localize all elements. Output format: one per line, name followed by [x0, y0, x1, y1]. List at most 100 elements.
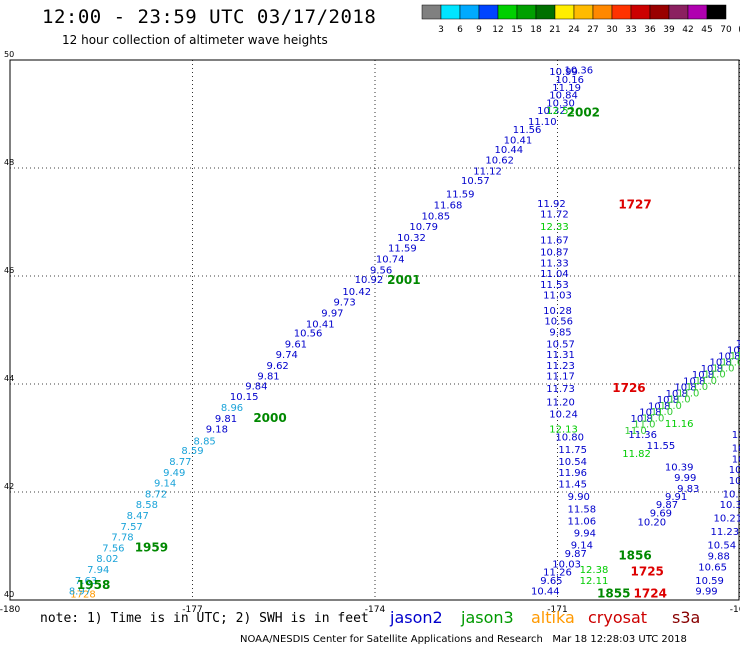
data-point-label: 11.58 — [568, 505, 597, 516]
data-point-label: 9.84 — [245, 381, 267, 392]
data-point-label: 8.85 — [194, 436, 216, 447]
data-point-label: 11.45 — [558, 480, 587, 491]
pass-time-label: 1724 — [634, 586, 667, 600]
data-point-label: 9.73 — [333, 298, 355, 309]
data-point-label: 9.83 — [677, 484, 699, 495]
legend-item-cryosat: cryosat — [588, 608, 648, 627]
colorbar-swatch — [497, 4, 518, 20]
overlap-track-mark: 11.0 — [633, 420, 655, 431]
data-point-label: 9.74 — [276, 350, 298, 361]
colorbar-label: 36 — [644, 25, 656, 35]
chart-subtitle: 12 hour collection of altimeter wave hei… — [62, 33, 328, 47]
data-point-label: 7.56 — [102, 543, 124, 554]
plot-frame — [9, 59, 740, 601]
pass-time-label: 2000 — [253, 411, 286, 425]
overlap-track-mark: 10.8 — [718, 351, 740, 362]
data-point-label: 9.69 — [650, 508, 672, 519]
data-point-label: 11.96 — [558, 468, 587, 479]
colorbar-swatch — [535, 4, 556, 20]
colorbar-label: 27 — [587, 25, 598, 35]
overlap-track-mark: 10.8 — [709, 358, 731, 369]
data-point-label: 10.62 — [485, 156, 514, 167]
data-point-label: 9.49 — [163, 468, 185, 479]
data-point-label: 10.28 — [543, 306, 572, 317]
data-point-label: 11.53 — [540, 280, 569, 291]
data-point-label: 10.20 — [637, 517, 666, 528]
overlap-track-mark: 11.0 — [642, 413, 664, 424]
data-point-label: 10.60 — [729, 476, 740, 487]
data-point-label: 11.06 — [568, 516, 597, 527]
colorbar-label: 9 — [476, 25, 482, 35]
data-point-label: 11.56 — [513, 125, 542, 136]
data-point-label: 11.19 — [552, 83, 581, 94]
data-point-label: 10.54 — [558, 457, 587, 468]
overlap-track-mark: 11.0 — [651, 407, 673, 418]
data-point-label: 10.79 — [409, 222, 438, 233]
colorbar-label: 12 — [492, 25, 503, 35]
colorbar-swatch — [573, 4, 594, 20]
overlap-track-mark: 10.8 — [692, 370, 714, 381]
pass-time-label: 1725 — [631, 565, 664, 579]
data-point-label: 9.99 — [695, 587, 717, 598]
footer-credits: NOAA/NESDIS Center for Satellite Applica… — [240, 634, 687, 645]
data-point-label: 11.92 — [537, 199, 566, 210]
colorbar-label: 45 — [701, 25, 712, 35]
data-point-label: 12.11 — [580, 576, 609, 587]
data-point-label: 9.18 — [206, 425, 228, 436]
data-point-label: 11.55 — [647, 441, 676, 452]
x-tick-label: -168 — [730, 605, 740, 615]
data-point-label: 9.81 — [257, 372, 279, 383]
data-point-label: 8.77 — [169, 457, 191, 468]
overlap-track-mark: 11.0 — [677, 388, 699, 399]
data-point-label: 8.47 — [127, 511, 149, 522]
chart-grid — [9, 59, 740, 601]
colorbar-label: 39 — [663, 25, 675, 35]
data-point-label: 10.59 — [695, 576, 724, 587]
data-point-label: 9.14 — [154, 479, 176, 490]
colorbar-swatch — [440, 4, 461, 20]
pass-time-label: 1856 — [618, 549, 651, 563]
data-point-label: 12.38 — [580, 565, 609, 576]
data-point-label: 11.75 — [558, 445, 587, 456]
data-point-label: 11.82 — [622, 449, 651, 460]
data-point-label: 11.67 — [540, 236, 569, 247]
data-point-label: 11.03 — [543, 291, 572, 302]
data-point-label: 10.99 — [549, 67, 578, 78]
data-point-label: 9.61 — [285, 339, 307, 350]
colorbar-label: 18 — [530, 25, 542, 35]
y-tick-label: 40 — [4, 590, 14, 599]
pass-time-label: 2002 — [567, 106, 600, 120]
data-point-label: 1728 — [70, 589, 95, 600]
data-point-label: 9.97 — [321, 309, 343, 320]
data-point-label: 10.16 — [555, 75, 584, 86]
data-point-label: 10.83 — [732, 444, 740, 455]
overlap-track-mark: 10.8 — [701, 364, 723, 375]
overlap-track-mark: 10.8 — [639, 408, 661, 419]
overlap-track-mark: 10.8 — [674, 383, 696, 394]
data-point-label: 11.73 — [546, 384, 575, 395]
data-point-label: 12.52 — [546, 106, 575, 117]
data-point-label: 9.88 — [708, 552, 730, 563]
pass-time-label: 1958 — [77, 578, 110, 592]
overlap-track-mark: 10.8 — [736, 339, 740, 350]
chart-title: 12:00 - 23:59 UTC 03/17/2018 — [42, 6, 377, 28]
data-point-label: 10.44 — [531, 587, 560, 598]
data-point-label: 9.91 — [665, 492, 687, 503]
legend-item-jason2: jason2 — [390, 608, 443, 627]
overlap-track-mark: 11.0 — [730, 351, 740, 362]
overlap-track-mark: 11.0 — [721, 357, 740, 368]
colorbar-swatch — [611, 4, 632, 20]
data-point-label: 10.34 — [720, 500, 740, 511]
y-tick-label: 48 — [4, 158, 14, 167]
overlap-track-mark: 11.0 — [703, 370, 725, 381]
data-point-label: 11.23 — [546, 361, 575, 372]
data-point-label: 10.65 — [698, 562, 727, 573]
overlap-track-mark: 10.8 — [631, 414, 653, 425]
data-point-label: 12.33 — [540, 222, 569, 233]
colorbar-label: 21 — [549, 25, 560, 35]
colorbar-swatch — [668, 4, 689, 20]
colorbar-label: 24 — [568, 25, 580, 35]
colorbar-swatch — [687, 4, 708, 20]
data-point-label: 9.99 — [674, 473, 696, 484]
data-point-label: 10.80 — [555, 433, 584, 444]
